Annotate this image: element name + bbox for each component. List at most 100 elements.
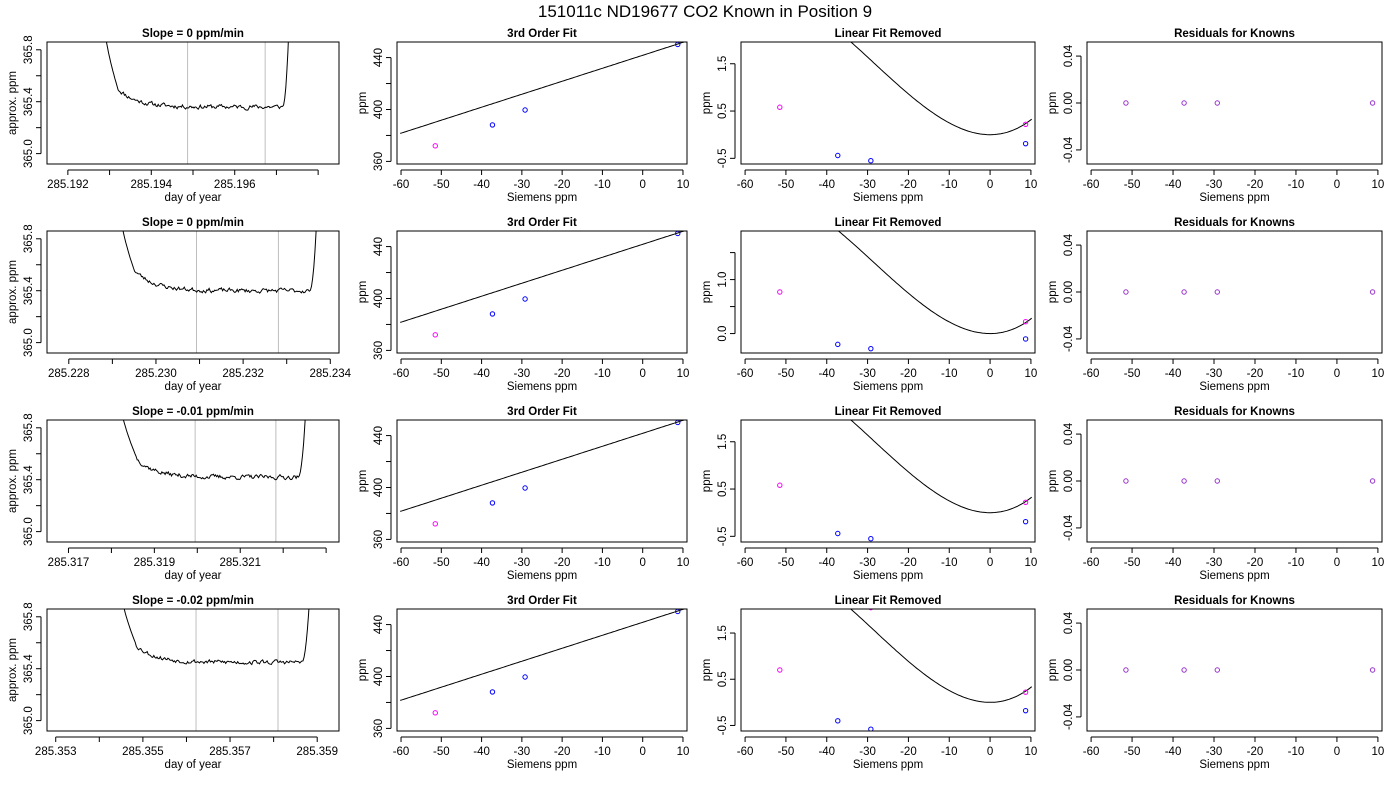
- data-point: [777, 289, 783, 295]
- x-tick-label: -10: [1288, 557, 1305, 569]
- x-axis-label: day of year: [165, 381, 222, 393]
- y-tick-label: 365.4: [23, 276, 35, 305]
- data-point: [777, 667, 783, 673]
- x-tick-label: 10: [1372, 179, 1385, 191]
- data-point: [489, 500, 496, 506]
- x-tick-label: 285.232: [222, 368, 264, 380]
- y-tick-label: -0.04: [1063, 136, 1075, 163]
- x-axis-label: Siemens ppm: [507, 381, 577, 393]
- x-tick-label: -20: [554, 557, 571, 569]
- data-trace: [123, 609, 310, 666]
- plot-area: [400, 42, 684, 149]
- data-point: [1123, 667, 1129, 673]
- y-axis-label: ppm: [357, 281, 369, 303]
- y-axis-label: ppm: [357, 470, 369, 492]
- y-tick-label: 400: [373, 667, 385, 686]
- x-tick-label: 0: [1334, 368, 1340, 380]
- y-tick-label: 360: [373, 341, 385, 360]
- y-tick-label: 365.0: [23, 706, 35, 735]
- data-point: [1022, 318, 1029, 325]
- data-trace: [105, 42, 289, 111]
- data-point: [777, 104, 783, 110]
- data-point: [432, 710, 438, 716]
- x-tick-label: 10: [1372, 746, 1385, 758]
- x-tick-label: -40: [818, 179, 835, 191]
- data-point: [489, 689, 496, 695]
- x-tick-label: -50: [1124, 368, 1141, 380]
- y-tick-label: 440: [373, 48, 385, 67]
- plot-frame: [1086, 230, 1383, 354]
- data-point: [1181, 100, 1187, 106]
- y-tick-label: 365.8: [23, 413, 35, 442]
- x-tick-label: -60: [1083, 557, 1100, 569]
- panel-r1c3: Linear Fit Removed -60 -50 -40 -30 -20 -10 0 10 -…: [701, 28, 1037, 204]
- panel-r1c1: Slope = 0 ppm/min 285.192 285.194 285.196 36…: [7, 28, 340, 204]
- panel-r4c3: Linear Fit Removed -60 -50 -40 -30 -20 -10 0 10 -…: [701, 595, 1038, 771]
- x-axis-label: Siemens ppm: [853, 381, 923, 393]
- x-tick-label: 10: [1372, 368, 1385, 380]
- y-tick-label: -0.04: [1063, 325, 1075, 352]
- plot-area: [123, 609, 310, 731]
- x-tick-label: -50: [778, 746, 795, 758]
- x-tick-label: 0: [639, 746, 645, 758]
- plot-area: [1123, 100, 1376, 106]
- panel-title: Slope = -0.02 ppm/min: [132, 595, 254, 607]
- panel-title: 3rd Order Fit: [507, 406, 577, 418]
- panel-title: Slope = -0.01 ppm/min: [132, 406, 254, 418]
- data-point: [1181, 667, 1187, 673]
- fit-curve: [400, 609, 684, 701]
- y-tick-label: 400: [373, 100, 385, 119]
- x-axis-label: Siemens ppm: [853, 570, 923, 582]
- x-tick-label: -10: [941, 179, 958, 191]
- y-tick-label: 365.4: [23, 87, 35, 116]
- x-tick-label: -10: [941, 368, 958, 380]
- x-tick-label: 0: [1334, 557, 1340, 569]
- y-axis-label: ppm: [357, 92, 369, 114]
- panel-title: 3rd Order Fit: [507, 595, 577, 607]
- x-tick-label: 0: [987, 368, 993, 380]
- data-point: [1369, 100, 1376, 106]
- x-tick-label: -60: [393, 368, 410, 380]
- x-tick-label: -30: [859, 557, 876, 569]
- x-tick-label: 285.196: [214, 179, 256, 191]
- x-tick-label: -50: [433, 746, 450, 758]
- x-tick-label: -60: [737, 557, 754, 569]
- panel-title: Residuals for Knowns: [1174, 217, 1295, 229]
- y-tick-label: 400: [373, 478, 385, 497]
- x-tick-label: 285.228: [48, 368, 90, 380]
- x-axis-label: day of year: [165, 759, 222, 771]
- x-tick-label: -10: [594, 179, 611, 191]
- panel-r3c3: Linear Fit Removed -60 -50 -40 -30 -20 -10 0 10 -…: [701, 406, 1037, 582]
- data-point: [432, 332, 438, 338]
- x-axis-label: day of year: [165, 192, 222, 204]
- data-point: [868, 157, 874, 164]
- panel-r3c2: 3rd Order Fit -60 -50 -40 -30 -20 -10 0 10 360 400…: [357, 406, 689, 582]
- x-tick-label: 10: [677, 179, 690, 191]
- x-tick-label: -10: [1288, 179, 1305, 191]
- x-axis-label: Siemens ppm: [1199, 192, 1269, 204]
- data-point: [432, 521, 438, 527]
- data-point: [868, 609, 874, 611]
- y-tick-label: 0.04: [1063, 611, 1075, 634]
- data-point: [1022, 121, 1029, 127]
- data-point: [1123, 100, 1129, 106]
- x-tick-label: -10: [941, 746, 958, 758]
- y-tick-label: 365.4: [23, 654, 35, 683]
- x-tick-label: -10: [1288, 746, 1305, 758]
- y-axis-label: ppm: [1047, 92, 1059, 114]
- fit-curve: [400, 42, 684, 134]
- y-tick-label: 440: [373, 426, 385, 445]
- x-tick-label: 10: [677, 746, 690, 758]
- plot-area: [105, 42, 289, 164]
- x-tick-label: -40: [818, 368, 835, 380]
- plot-area: [777, 420, 1032, 542]
- plot-frame: [740, 419, 1036, 543]
- x-tick-label: -60: [1083, 746, 1100, 758]
- data-point: [522, 485, 528, 491]
- x-tick-label: -10: [594, 746, 611, 758]
- panel-title: Linear Fit Removed: [835, 406, 942, 418]
- y-tick-label: -0.5: [717, 148, 729, 168]
- data-point: [1369, 667, 1376, 673]
- y-axis-label: ppm: [701, 281, 713, 303]
- x-tick-label: 10: [1025, 746, 1038, 758]
